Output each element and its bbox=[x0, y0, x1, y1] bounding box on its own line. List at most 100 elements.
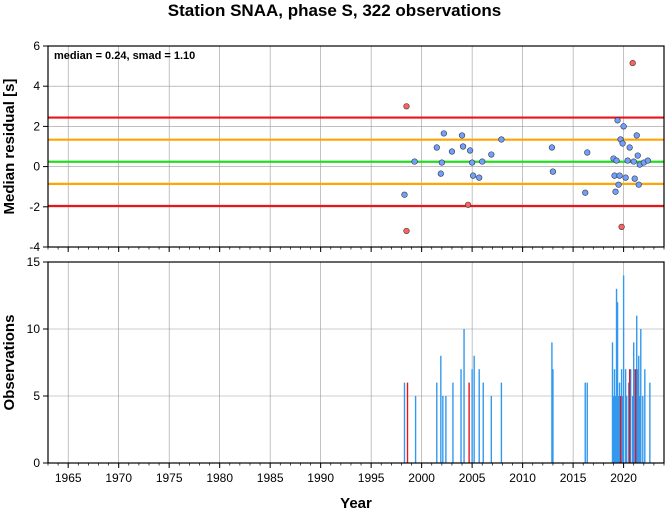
panel-1-point bbox=[403, 103, 410, 110]
panel-1-frame bbox=[47, 45, 665, 248]
panel-1-point bbox=[476, 174, 483, 181]
panel-2-bar bbox=[649, 382, 651, 463]
panel-2-bar bbox=[614, 396, 617, 463]
panel-1-point bbox=[631, 175, 638, 182]
panel-2-bar bbox=[406, 382, 409, 463]
panel-2-bar bbox=[642, 396, 644, 463]
panel-1-annotation: median = 0.24, smad = 1.10 bbox=[54, 50, 195, 62]
panel-1-point bbox=[440, 130, 447, 137]
panel-1-point bbox=[549, 168, 557, 175]
panel-1-ytick-label: 0 bbox=[33, 160, 40, 174]
xtick-label: 1965 bbox=[55, 471, 82, 485]
xtick-label: 2005 bbox=[459, 471, 486, 485]
xtick-label: 1985 bbox=[257, 471, 284, 485]
panel-1-point bbox=[459, 143, 467, 150]
panel-2-bar bbox=[463, 329, 465, 463]
panel-2-bar bbox=[631, 396, 634, 463]
panel-1-point bbox=[616, 172, 623, 179]
chart-title: Station SNAA, phase S, 322 observations bbox=[168, 1, 501, 20]
panel-2-bar bbox=[622, 275, 625, 463]
panel-2-bar bbox=[629, 369, 632, 463]
xtick-label: 2015 bbox=[560, 471, 587, 485]
panel-2-bar bbox=[625, 396, 628, 463]
panel-1-point bbox=[626, 144, 633, 151]
panel-1-point bbox=[437, 170, 444, 177]
panel-2-bar bbox=[624, 369, 627, 463]
panel-2-bar bbox=[633, 342, 635, 463]
panel-1-ylabel: Median residual [s] bbox=[1, 79, 18, 215]
panel-1-point bbox=[624, 157, 631, 164]
panel-2-bar bbox=[640, 329, 642, 463]
panel-1-ytick-label: 6 bbox=[33, 39, 40, 53]
panel-2-bar bbox=[478, 369, 480, 463]
panel-1-ytick-label: -4 bbox=[29, 240, 40, 254]
panel-2-bar bbox=[551, 342, 553, 463]
panel-1-point bbox=[622, 174, 629, 181]
panel-2-bar bbox=[440, 355, 442, 463]
x-axis-label: Year bbox=[340, 495, 372, 511]
panel-2-bar bbox=[442, 396, 444, 463]
panel-2-bar bbox=[414, 396, 417, 463]
panel-2-bar bbox=[611, 342, 614, 463]
panel-1-point bbox=[498, 136, 505, 143]
panel-2-bar bbox=[615, 288, 618, 463]
panel-1-point bbox=[433, 144, 440, 151]
panel-1-point bbox=[458, 132, 466, 139]
panel-2-bar bbox=[584, 382, 586, 463]
panel-1-point bbox=[613, 157, 620, 164]
panel-1-point bbox=[634, 152, 641, 159]
panel-2-bar bbox=[637, 369, 639, 463]
panel-1-point bbox=[644, 157, 651, 164]
panel-1-point bbox=[620, 123, 627, 130]
panel-2-bar bbox=[616, 302, 619, 463]
panel-1-point bbox=[629, 59, 636, 67]
panel-1-point bbox=[448, 148, 456, 155]
panel-1-point bbox=[614, 117, 621, 124]
panel-2-bar bbox=[612, 396, 615, 463]
panel-1-point bbox=[470, 172, 477, 179]
panel-2-bar bbox=[586, 382, 588, 463]
panel-2-bar bbox=[500, 382, 503, 463]
panel-2-bar bbox=[638, 355, 640, 463]
panel-2-bar bbox=[620, 369, 623, 463]
panel-1-point bbox=[464, 201, 472, 208]
panel-1-point bbox=[403, 227, 410, 235]
panel-2-bar bbox=[471, 369, 473, 463]
panel-2-bar bbox=[621, 396, 624, 463]
panel-2-bar bbox=[636, 315, 638, 463]
panel-1-point bbox=[630, 158, 637, 165]
panel-2-bar bbox=[639, 396, 641, 463]
panel-2-bar bbox=[552, 369, 554, 463]
panel-2-bar bbox=[482, 382, 484, 463]
panel-1-point bbox=[467, 147, 474, 154]
panel-2-frame bbox=[47, 261, 665, 464]
xtick-label: 1980 bbox=[206, 471, 233, 485]
panel-2-ytick-label: 0 bbox=[33, 456, 40, 470]
panel-1-point bbox=[633, 132, 640, 139]
panel-2-bar bbox=[436, 382, 438, 463]
panel-1-point bbox=[635, 181, 642, 188]
panel-2-bar bbox=[490, 396, 493, 463]
panel-1-ytick-label: 4 bbox=[33, 79, 40, 93]
panel-2-bar bbox=[617, 396, 620, 463]
xtick-label: 2020 bbox=[610, 471, 637, 485]
xtick-label: 1995 bbox=[358, 471, 385, 485]
panel-1-point bbox=[582, 189, 589, 196]
xtick-label: 1970 bbox=[105, 471, 132, 485]
panel-2-bar bbox=[613, 369, 616, 463]
panel-1-point bbox=[488, 151, 495, 158]
panel-1-point bbox=[469, 159, 476, 166]
panel-2-ytick-label: 5 bbox=[33, 389, 40, 403]
panel-1-point bbox=[584, 149, 591, 156]
panel-1-point bbox=[479, 158, 486, 165]
panel-2-bar bbox=[403, 382, 406, 463]
panel-1-point bbox=[615, 181, 622, 188]
panel-2-bar bbox=[452, 382, 454, 463]
panel-2-bar bbox=[468, 382, 470, 463]
panel-2-bar bbox=[473, 355, 475, 463]
panel-2-ylabel: Observations bbox=[1, 315, 18, 411]
panel-1-point bbox=[548, 144, 556, 151]
xtick-label: 1990 bbox=[307, 471, 334, 485]
panel-2-bar bbox=[619, 396, 622, 463]
